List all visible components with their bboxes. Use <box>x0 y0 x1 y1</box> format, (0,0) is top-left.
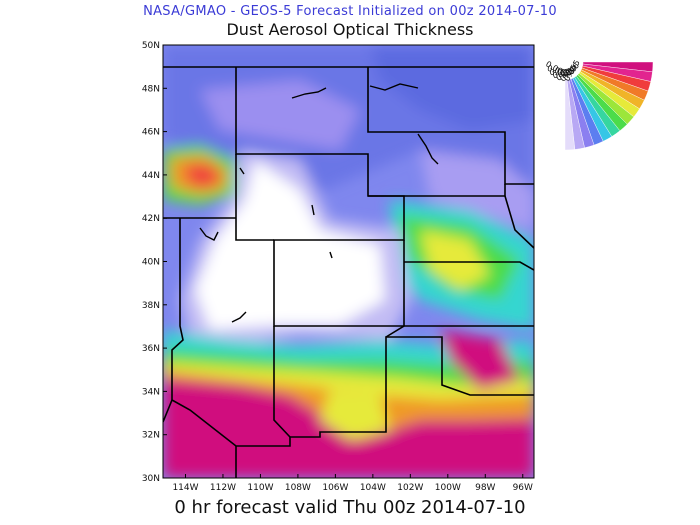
lon-label: 102W <box>397 483 423 493</box>
lat-label: 36N <box>142 344 160 354</box>
lat-label: 50N <box>142 41 160 51</box>
lat-label: 48N <box>142 84 160 94</box>
forecast-header: NASA/GMAO - GEOS-5 Forecast Initialized … <box>143 4 557 19</box>
state-boundaries <box>163 66 534 478</box>
axis-labels: 50N 48N 46N 44N 42N 40N 38N 36N 34N 32N 30N 114W 112… <box>142 41 533 493</box>
lon-label: 96W <box>513 483 533 493</box>
lon-label: 110W <box>247 483 273 493</box>
axis-ticks <box>163 44 524 479</box>
aot-field <box>163 45 534 478</box>
lon-label: 112W <box>210 483 236 493</box>
lat-label: 40N <box>142 258 160 268</box>
lat-label: 46N <box>142 128 160 138</box>
colorbar-segment <box>564 79 576 151</box>
colorbar-label: 0.021 <box>550 68 573 77</box>
lat-label: 42N <box>142 214 160 224</box>
lon-label: 104W <box>360 483 386 493</box>
lat-label: 32N <box>142 431 160 441</box>
lat-label: 38N <box>142 301 160 311</box>
lat-label: 30N <box>142 474 160 484</box>
lon-label: 98W <box>475 483 495 493</box>
forecast-valid-time: 0 hr forecast valid Thu 00z 2014-07-10 <box>174 497 526 518</box>
lon-label: 106W <box>322 483 348 493</box>
lat-label: 44N <box>142 171 160 181</box>
lat-label: 34N <box>142 387 160 397</box>
water-features <box>199 83 439 323</box>
lon-label: 108W <box>285 483 311 493</box>
map-title: Dust Aerosol Optical Thickness <box>226 20 474 39</box>
lon-label: 100W <box>435 483 461 493</box>
lon-label: 114W <box>172 483 198 493</box>
